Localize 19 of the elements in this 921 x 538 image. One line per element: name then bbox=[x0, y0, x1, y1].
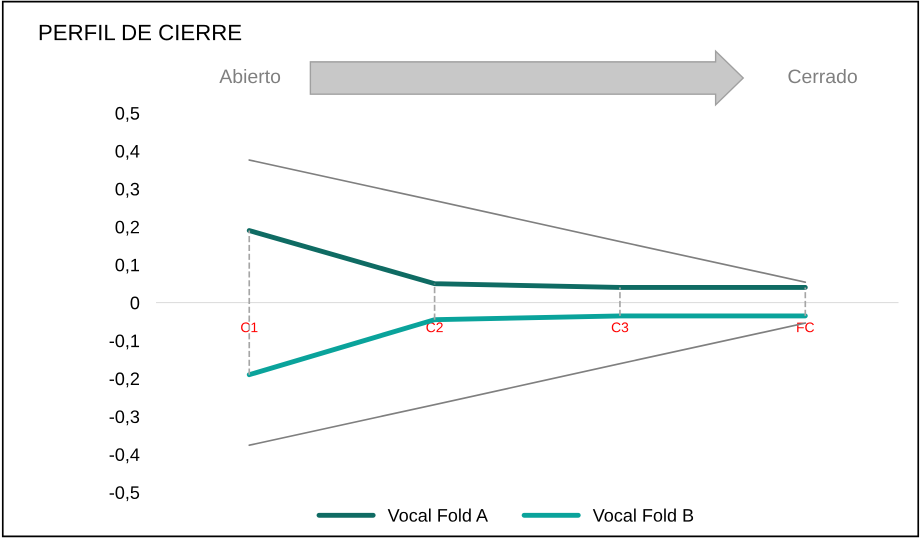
y-tick-label: 0,2 bbox=[116, 220, 139, 236]
x-tick-label: C3 bbox=[612, 322, 628, 332]
y-tick-label: -0,2 bbox=[110, 372, 139, 388]
y-tick-label: -0,3 bbox=[110, 410, 140, 426]
y-tick-label: 0,3 bbox=[116, 182, 140, 198]
y-tick-label: -0,4 bbox=[110, 448, 140, 464]
text: Cerrado bbox=[788, 68, 857, 84]
y-tick-label: -0,1 bbox=[110, 334, 140, 350]
chart-title: PERFIL DE CIERRE bbox=[40, 24, 242, 40]
x-tick-label: C1 bbox=[241, 322, 258, 332]
y-tick-label: 0,5 bbox=[116, 106, 140, 122]
line-series bbox=[248, 159, 806, 283]
y-tick-label: -0,5 bbox=[110, 486, 140, 502]
text: Abierto bbox=[219, 68, 280, 84]
y-tick-label: 0 bbox=[130, 296, 140, 310]
y-tick-label: 0,4 bbox=[116, 144, 140, 160]
y-tick-label: 0,1 bbox=[116, 258, 140, 274]
legend-label: Vocal Fold A bbox=[388, 508, 488, 522]
legend-label: Vocal Fold B bbox=[592, 508, 694, 522]
